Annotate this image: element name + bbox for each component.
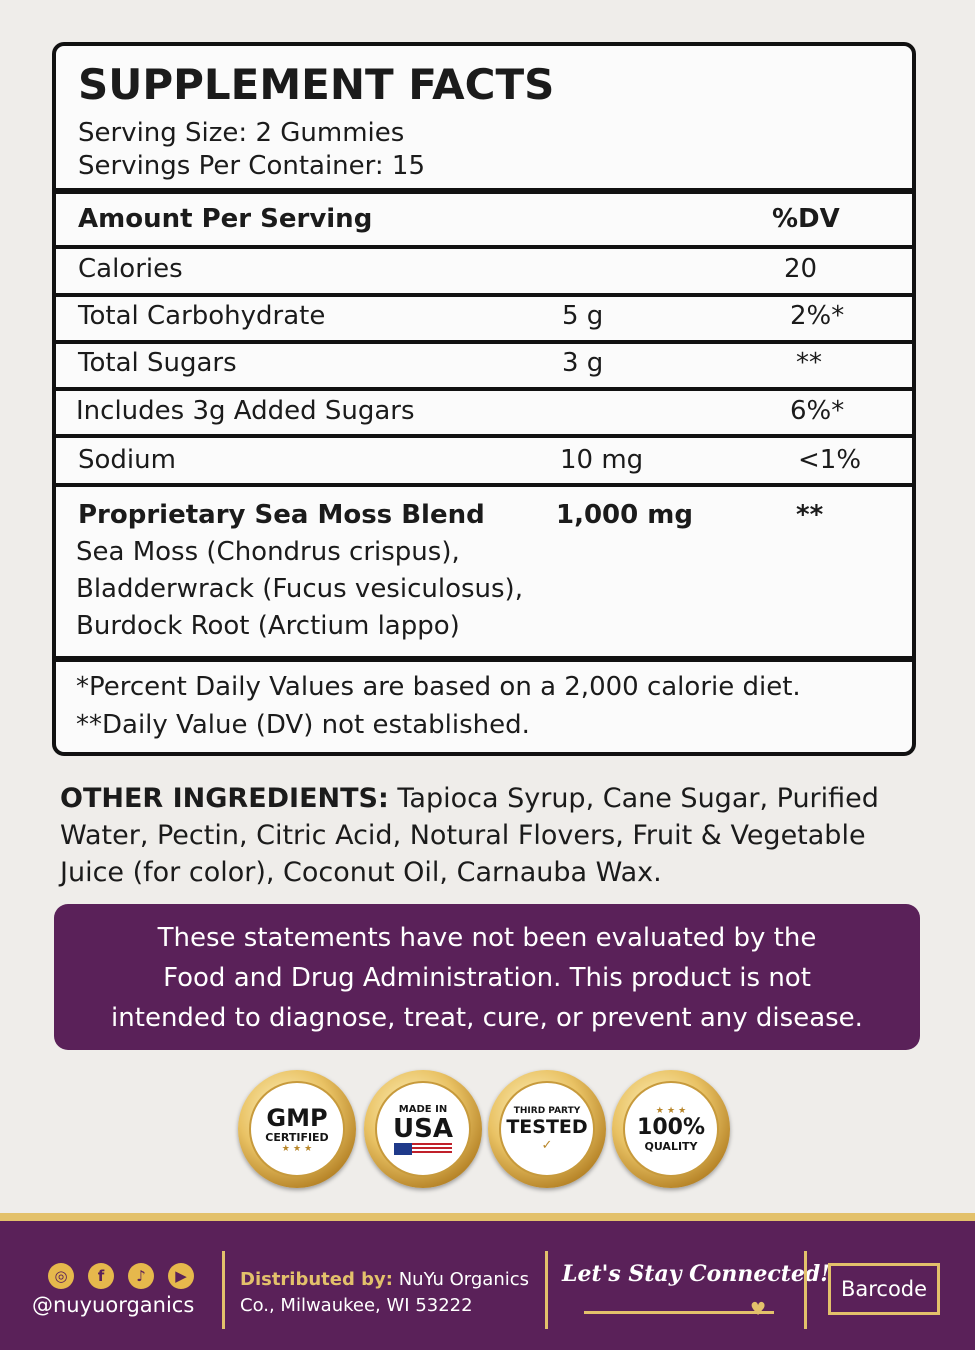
row-label-added-sugars: Includes 3g Added Sugars [76,396,415,426]
facts-title: SUPPLEMENT FACTS [78,60,555,109]
disclaimer-line: Food and Drug Administration. This produ… [163,963,811,993]
distributor-info: Distributed by: NuYu Organics Co., Milwa… [240,1267,529,1319]
blend-ingredient: Bladderwrack (Fucus vesiculosus), [76,574,523,604]
badge-top: GMP [266,1103,328,1132]
checkmark-icon: ✓ [541,1137,553,1153]
other-ingredients-label: OTHER INGREDIENTS: [60,783,389,814]
tiktok-icon[interactable]: ♪ [128,1263,154,1289]
supplement-facts-panel: SUPPLEMENT FACTS Serving Size: 2 Gummies… [52,42,916,756]
badge-bottom: TESTED [506,1115,588,1138]
badge-top: MADE IN [398,1103,448,1115]
badge-top: 100% [637,1114,705,1140]
badge-top: THIRD PARTY [513,1105,581,1116]
blend-dv: ** [796,500,824,530]
blend-amount: 1,000 mg [556,500,693,530]
row-rule [56,434,912,438]
row-dv-calories: 20 [784,254,818,284]
footer-divider [545,1251,548,1329]
serving-size: Serving Size: 2 Gummies [78,118,405,148]
blend-label: Proprietary Sea Moss Blend [78,500,485,530]
footer-divider [804,1251,807,1329]
row-rule [56,387,912,391]
row-label-calories: Calories [78,254,183,284]
amount-per-serving-header: Amount Per Serving [78,204,373,234]
stars-icon: ★ ★ ★ [281,1143,313,1154]
footnote-dv: *Percent Daily Values are based on a 2,0… [76,672,801,702]
row-amount-sugars: 3 g [562,348,604,378]
tagline-underline [584,1311,774,1314]
other-ingredients-text: Tapioca Syrup, Cane Sugar, Purified Wate… [60,783,879,888]
row-amount-carbohydrate: 5 g [562,301,604,331]
row-rule [56,245,912,249]
instagram-icon[interactable]: ◎ [48,1263,74,1289]
blend-ingredient: Burdock Root (Arctium lappo) [76,611,460,641]
row-label-sodium: Sodium [78,445,176,475]
badge-bottom: CERTIFIED [265,1130,329,1144]
row-rule [56,293,912,297]
stars-icon: ★ ★ ★ [655,1105,687,1116]
disclaimer-line: intended to diagnose, treat, cure, or pr… [111,1003,863,1033]
badge-bottom: QUALITY [644,1139,698,1153]
fda-disclaimer: These statements have not been evaluated… [54,904,920,1050]
facebook-icon[interactable]: f [88,1263,114,1289]
heart-icon: ♥ [750,1299,767,1320]
row-dv-added-sugars: 6%* [790,396,845,426]
thick-rule [56,656,912,662]
other-ingredients: OTHER INGREDIENTS: Tapioca Syrup, Cane S… [60,780,930,891]
footer-divider [222,1251,225,1329]
usa-flag-icon [394,1142,452,1155]
blend-ingredient: Sea Moss (Chondrus crispus), [76,537,460,567]
gmp-certified-badge: GMP CERTIFIED ★ ★ ★ [238,1070,356,1188]
row-label-carbohydrate: Total Carbohydrate [78,301,326,331]
row-dv-sodium: <1% [798,445,862,475]
row-label-sugars: Total Sugars [78,348,237,378]
dv-header: %DV [772,204,840,234]
certification-badges: GMP CERTIFIED ★ ★ ★ MADE IN USA THIRD PA… [0,1062,975,1197]
row-dv-sugars: ** [796,348,822,378]
badge-bottom: USA [393,1113,453,1144]
servings-per-container: Servings Per Container: 15 [78,151,426,181]
social-handle[interactable]: @nuyuorganics [32,1293,195,1317]
footer-bar: ◎ f ♪ ▶ @nuyuorganics Distributed by: Nu… [0,1213,975,1350]
barcode-placeholder: Barcode [828,1263,940,1315]
thick-rule [56,188,912,194]
made-in-usa-badge: MADE IN USA [364,1070,482,1188]
row-dv-carbohydrate: 2%* [790,301,845,331]
youtube-icon[interactable]: ▶ [168,1263,194,1289]
third-party-tested-badge: THIRD PARTY TESTED ✓ [488,1070,606,1188]
tagline: Let's Stay Connected! [562,1261,830,1287]
quality-badge: ★ ★ ★ 100% QUALITY [612,1070,730,1188]
row-rule [56,340,912,344]
distributed-label: Distributed by: [240,1269,393,1290]
distributor-name: NuYu Organics [392,1269,530,1290]
row-amount-sodium: 10 mg [560,445,644,475]
distributor-address: Co., Milwaukee, WI 53222 [240,1295,473,1316]
disclaimer-line: These statements have not been evaluated… [157,923,817,953]
row-rule [56,483,912,487]
footnote-not-established: **Daily Value (DV) not established. [76,710,530,740]
